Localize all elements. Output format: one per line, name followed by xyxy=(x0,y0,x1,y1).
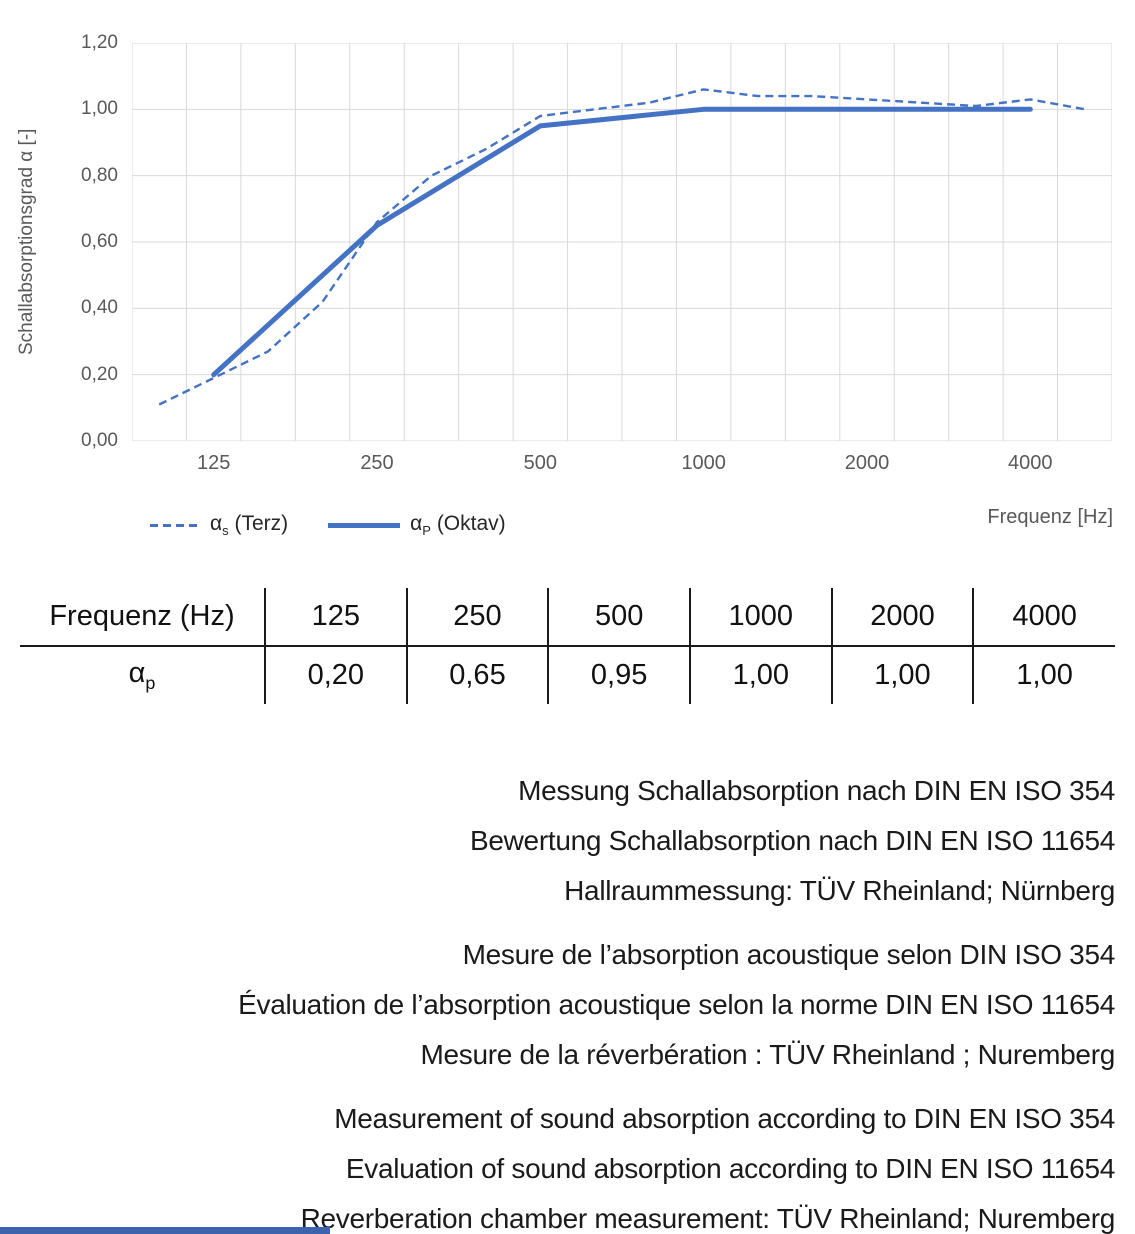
x-axis-tick-labels: 125 250 500 1000 2000 4000 xyxy=(132,452,1112,480)
y-axis-tick-labels: 1,20 1,00 0,80 0,60 0,40 0,20 0,00 xyxy=(0,0,118,470)
y-tick-label: 0,00 xyxy=(81,430,118,451)
legend-item-oktav: αP (Oktav) xyxy=(328,512,506,538)
legend-item-terz: αs (Terz) xyxy=(150,512,288,538)
table-alpha-value-cell: 0,20 xyxy=(264,646,407,704)
note-line: Hallraummessung: TÜV Rheinland; Nürnberg xyxy=(564,875,1115,906)
table-alpha-value-cell: 1,00 xyxy=(830,646,974,704)
table-row-frequencies: Frequenz (Hz) 125 250 500 1000 2000 4000 xyxy=(20,588,1115,647)
y-tick-label: 0,60 xyxy=(81,231,118,252)
table-row-alpha-p: αp 0,20 0,65 0,95 1,00 1,00 1,00 xyxy=(20,646,1115,704)
notes-german: Messung Schallabsorption nach DIN EN ISO… xyxy=(15,766,1115,916)
y-tick-label: 0,40 xyxy=(81,297,118,319)
y-tick-label: 0,80 xyxy=(81,164,118,186)
note-line: Bewertung Schallabsorption nach DIN EN I… xyxy=(469,825,1115,856)
table-alpha-value-cell: 0,65 xyxy=(405,646,549,704)
table-label-alpha-p: αp xyxy=(128,657,156,693)
solid-line-sample xyxy=(328,522,401,528)
x-tick-label: 4000 xyxy=(1008,452,1053,474)
table-frequency-cell: 250 xyxy=(405,588,549,647)
legend-label-terz: αs (Terz) xyxy=(210,512,289,539)
note-line: Messung Schallabsorption nach DIN EN ISO… xyxy=(518,775,1115,806)
note-line: Évaluation de l’absorption acoustique se… xyxy=(238,989,1115,1020)
x-tick-label: 1000 xyxy=(681,452,726,474)
table-frequency-cell: 2000 xyxy=(830,588,974,647)
x-axis-title: Frequenz [Hz] xyxy=(987,506,1113,528)
gridlines xyxy=(132,43,1112,441)
table-frequency-cell: 4000 xyxy=(972,588,1115,647)
legend-label-oktav: αP (Oktav) xyxy=(410,512,506,539)
table-alpha-value-cell: 1,00 xyxy=(972,646,1115,704)
table-frequency-cell: 125 xyxy=(264,588,407,647)
note-line: Evaluation of sound absorption according… xyxy=(345,1153,1115,1184)
x-tick-label: 2000 xyxy=(844,452,890,474)
chart-canvas xyxy=(132,43,1112,441)
table-alpha-value-cell: 1,00 xyxy=(688,646,832,704)
x-tick-label: 125 xyxy=(197,452,231,474)
notes-french: Mesure de l’absorption acoustique selon … xyxy=(15,930,1115,1080)
table-frequency-cell: 1000 xyxy=(688,588,832,647)
x-tick-label: 250 xyxy=(360,452,394,474)
series-alpha-s-terz xyxy=(158,88,1086,406)
y-tick-label: 1,00 xyxy=(81,98,118,120)
table-alpha-value-cell: 0,95 xyxy=(547,646,690,704)
absorption-table: Frequenz (Hz) 125 250 500 1000 2000 4000 αp 0,20… xyxy=(20,588,1115,704)
note-line: Measurement of sound absorption accordin… xyxy=(334,1103,1115,1134)
note-line: Reverberation chamber measurement: TÜV R… xyxy=(300,1203,1116,1234)
plot-area xyxy=(132,43,1112,441)
note-line: Mesure de l’absorption acoustique selon … xyxy=(462,939,1116,970)
footer-accent-bar xyxy=(0,1227,330,1234)
chart-legend: αs (Terz) αP (Oktav) xyxy=(150,512,506,538)
y-tick-label: 1,20 xyxy=(81,32,118,53)
dashed-line-sample xyxy=(150,523,200,527)
y-tick-label: 0,20 xyxy=(81,363,118,385)
table-header-frequenz: Frequenz (Hz) xyxy=(20,588,265,647)
note-line: Mesure de la réverbération : TÜV Rheinla… xyxy=(420,1039,1115,1070)
x-tick-label: 500 xyxy=(523,452,557,474)
notes-english: Measurement of sound absorption accordin… xyxy=(15,1094,1116,1234)
measurement-notes: Messung Schallabsorption nach DIN EN ISO… xyxy=(15,766,1115,1234)
series-alpha-p-oktav xyxy=(211,106,1033,378)
table-frequency-cell: 500 xyxy=(547,588,690,647)
